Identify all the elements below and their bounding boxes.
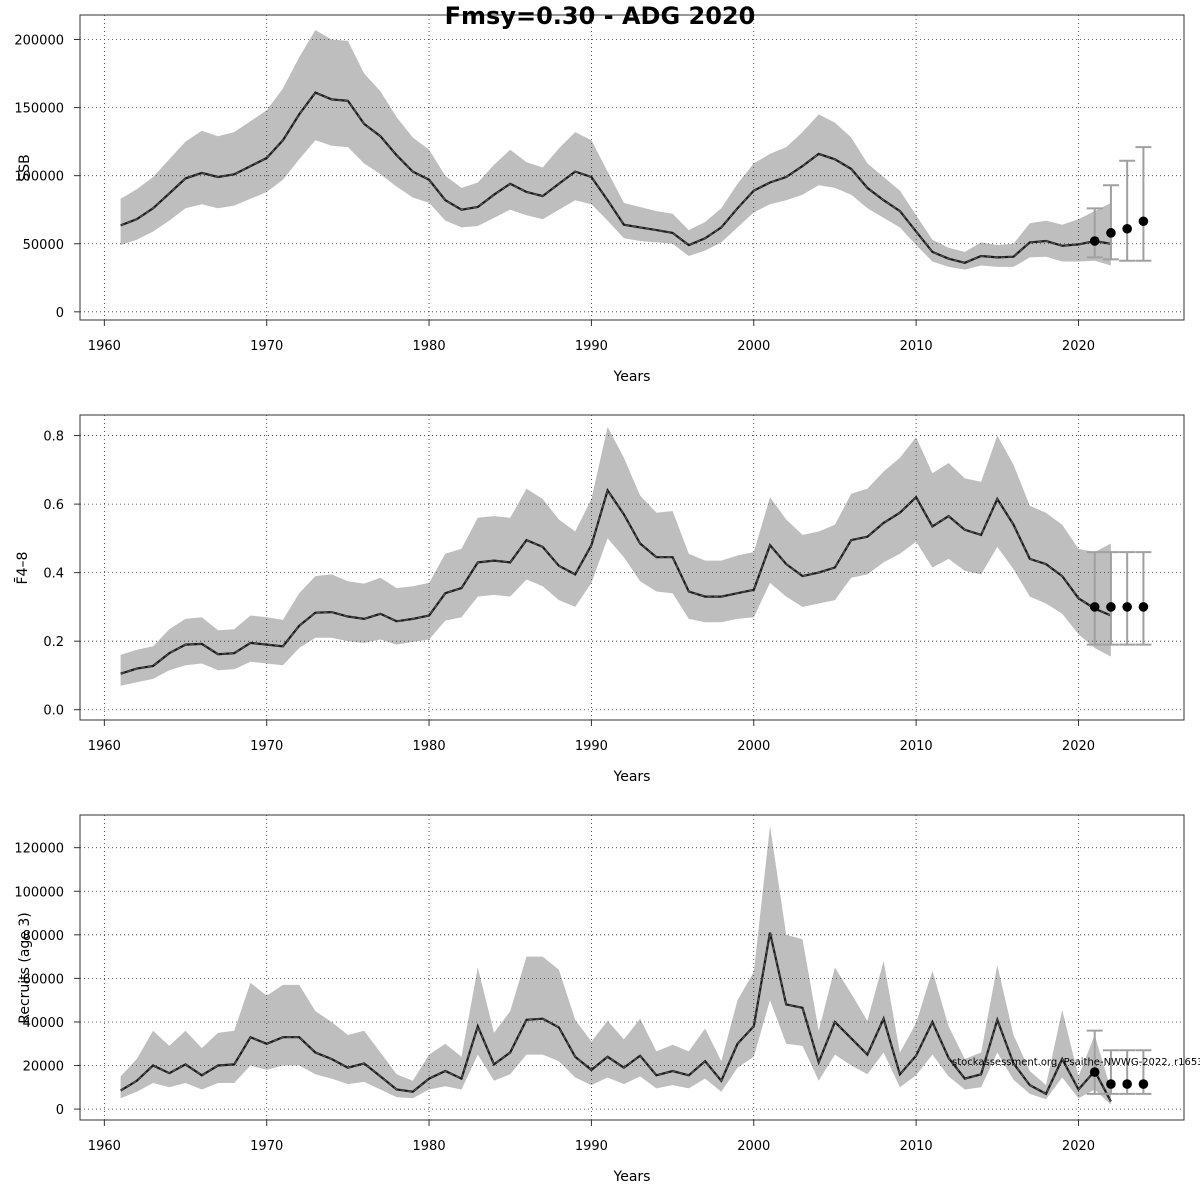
forecast-point-2024 <box>1138 1079 1149 1089</box>
x-tick-label-1990: 1990 <box>575 339 608 354</box>
confidence-band-recruits <box>120 825 1111 1105</box>
panel-ssb-frame <box>79 14 1185 321</box>
panel-f-band-layer <box>120 427 1111 686</box>
forecast-point-2024 <box>1138 602 1149 612</box>
x-tick-label-2020: 2020 <box>1062 339 1095 354</box>
x-tick-label-2020: 2020 <box>1062 1139 1095 1154</box>
panel-recruits-y-ticks: 0 20000 40000 60000 80000 100000 120000 <box>14 842 80 1118</box>
panel-recruits-frame <box>79 814 1185 1121</box>
forecast-point-2023 <box>1122 1079 1132 1089</box>
y-tick-label-0: 0.0 <box>43 704 64 719</box>
x-tick-label-1990: 1990 <box>575 1139 608 1154</box>
panel-ssb-band-layer <box>120 30 1111 270</box>
estimate-line-dash-recruits <box>120 932 1112 1102</box>
y-tick-label-60000: 60000 <box>23 972 64 987</box>
forecast-point-2021 <box>1089 1067 1100 1077</box>
panel-f-grid-layer <box>80 415 1184 720</box>
panel-ssb-line-layer <box>120 91 1112 264</box>
x-tick-label-2000: 2000 <box>737 1139 770 1154</box>
panel-f-y-ticks: 0.0 0.2 0.4 0.6 0.8 <box>43 430 80 719</box>
x-tick-label-1960: 1960 <box>88 739 121 754</box>
panel-recruits-x-ticks: 1960 1970 1980 1990 2000 2010 2020 <box>88 1120 1095 1154</box>
panel-recruits: 1960 1970 1980 1990 2000 2010 2020 0 20000 40000… <box>14 814 1200 1185</box>
panel-recruits-line-layer <box>120 932 1112 1103</box>
y-tick-label-0: 0 <box>56 1103 64 1118</box>
forecast-point-2022 <box>1106 602 1116 612</box>
forecast-point-2024 <box>1138 216 1149 227</box>
y-tick-label-80000: 80000 <box>23 929 64 944</box>
panel-f-forecast-layer <box>1086 551 1152 646</box>
panel-f-y-label: F̄4–8 <box>13 552 31 585</box>
x-tick-label-1960: 1960 <box>88 339 121 354</box>
y-tick-label-100000: 100000 <box>14 170 64 185</box>
y-tick-label-0: 0 <box>56 306 64 321</box>
panel-f: 1960 1970 1980 1990 2000 2010 2020 0.00.20.40.… <box>13 414 1185 785</box>
forecast-point-2023 <box>1122 223 1132 234</box>
panel-ssb-grid-layer <box>80 15 1184 320</box>
x-tick-label-1980: 1980 <box>413 1139 446 1154</box>
panel-ssb-x-label: Years <box>613 369 651 385</box>
panel-f-x-ticks: 1960 1970 1980 1990 2000 2010 2020 <box>88 720 1095 754</box>
forecast-point-2022 <box>1106 1079 1116 1089</box>
x-tick-label-1970: 1970 <box>250 339 283 354</box>
panel-ssb: 1960 1970 1980 1990 2000 2010 2020 0 50000 10000… <box>14 14 1185 385</box>
panel-f-line-layer <box>120 487 1112 675</box>
x-tick-label-1970: 1970 <box>250 1139 283 1154</box>
x-tick-label-1980: 1980 <box>413 739 446 754</box>
x-tick-label-2010: 2010 <box>900 739 933 754</box>
y-tick-label-0.4: 0.4 <box>43 567 64 582</box>
panel-ssb-x-ticks: 1960 1970 1980 1990 2000 2010 2020 <box>88 320 1095 354</box>
y-tick-label-0.2: 0.2 <box>43 635 64 650</box>
y-tick-label-0.8: 0.8 <box>43 430 64 445</box>
x-tick-label-2010: 2010 <box>900 339 933 354</box>
x-tick-label-1970: 1970 <box>250 739 283 754</box>
forecast-point-2021 <box>1089 602 1100 612</box>
panel-recruits-x-label: Years <box>613 1169 651 1185</box>
confidence-band-f <box>120 427 1111 686</box>
y-tick-label-40000: 40000 <box>23 1016 64 1031</box>
x-tick-label-1960: 1960 <box>88 1139 121 1154</box>
forecast-point-2022 <box>1106 228 1116 238</box>
y-tick-label-0.6: 0.6 <box>43 498 64 513</box>
panel-ssb-forecast-layer <box>1086 146 1152 262</box>
panel-ssb-y-label: SSB <box>17 154 33 181</box>
y-tick-label-150000: 150000 <box>14 102 64 117</box>
forecast-point-2021 <box>1089 236 1100 246</box>
panel-ssb-y-ticks: 0 50000 100000 150000 200000 <box>14 34 80 321</box>
panel-f-x-label: Years <box>613 769 651 785</box>
y-tick-label-50000: 50000 <box>23 238 64 253</box>
panel-f-frame <box>79 414 1185 721</box>
y-tick-label-100000: 100000 <box>14 885 64 900</box>
panel-recruits-grid-layer <box>80 815 1184 1120</box>
x-tick-label-2000: 2000 <box>737 339 770 354</box>
x-tick-label-1990: 1990 <box>575 739 608 754</box>
x-tick-label-1980: 1980 <box>413 339 446 354</box>
x-tick-label-2010: 2010 <box>900 1139 933 1154</box>
y-tick-label-200000: 200000 <box>14 34 64 49</box>
panel-recruits-band-layer <box>120 825 1111 1105</box>
x-tick-label-2000: 2000 <box>737 739 770 754</box>
panel-recruits-forecast-layer <box>1086 1029 1152 1095</box>
chart-title: Fmsy=0.30 - ADG 2020 <box>445 2 756 30</box>
estimate-line-dash-ssb <box>120 91 1111 264</box>
estimate-line-f <box>120 487 1112 675</box>
x-tick-label-2020: 2020 <box>1062 739 1095 754</box>
forecast-point-2023 <box>1122 602 1132 612</box>
y-tick-label-20000: 20000 <box>23 1060 64 1075</box>
confidence-band-ssb <box>120 30 1111 270</box>
watermark: stockassessment.org, Psaithe-NWWG-2022, … <box>952 1057 1200 1068</box>
y-tick-label-120000: 120000 <box>14 842 64 857</box>
panel-recruits-y-label: Recruits (age 3) <box>17 912 33 1024</box>
